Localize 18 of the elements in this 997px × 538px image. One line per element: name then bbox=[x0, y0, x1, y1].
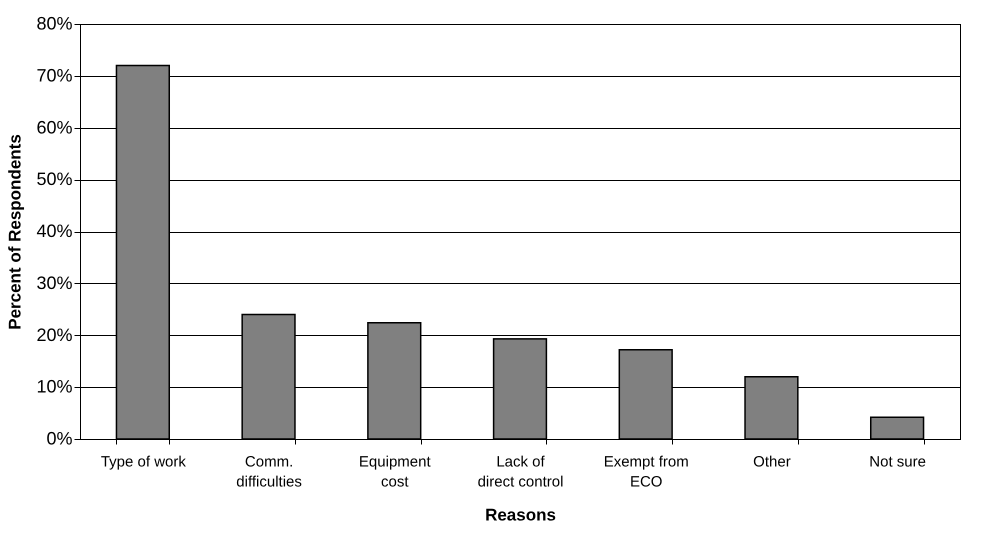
x-tick-label: Equipment cost bbox=[358, 454, 432, 490]
x-axis-title: Reasons bbox=[485, 506, 556, 524]
y-tick-label: 50% bbox=[36, 169, 72, 190]
x-tick-label: Exempt from ECO bbox=[604, 454, 689, 490]
y-tick-label: 80% bbox=[36, 14, 72, 34]
x-tick-label: Comm. difficulties bbox=[236, 454, 302, 490]
y-tick-label: 70% bbox=[36, 65, 72, 86]
x-tick-label: Type of work bbox=[100, 454, 186, 470]
y-tick-label: 30% bbox=[36, 272, 72, 293]
y-tick-label: 10% bbox=[36, 376, 72, 397]
x-tick-label: Lack of direct control bbox=[478, 454, 564, 490]
y-tick-label: 20% bbox=[36, 324, 72, 345]
x-tick-label: Other bbox=[753, 454, 791, 470]
y-axis-title: Percent of Respondents bbox=[5, 134, 24, 330]
y-tick-label: 0% bbox=[46, 428, 72, 448]
x-tick-label: Not sure bbox=[869, 454, 926, 470]
y-tick-label: 60% bbox=[36, 117, 72, 138]
y-tick-label: 40% bbox=[36, 221, 72, 241]
